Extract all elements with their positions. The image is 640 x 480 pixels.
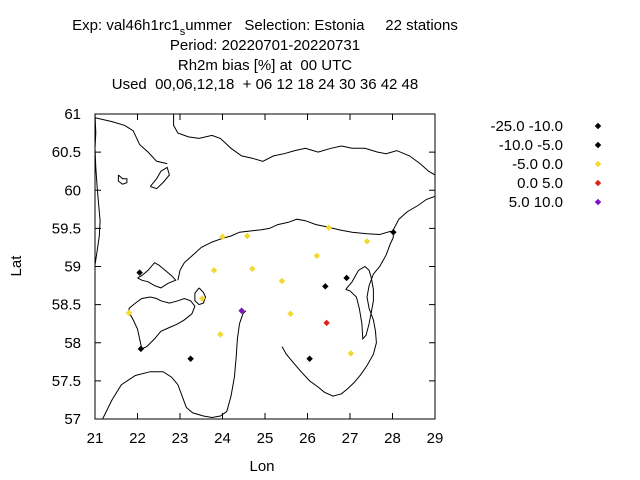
coastline-segment xyxy=(194,287,207,306)
station-point xyxy=(136,269,143,276)
coastline-layer xyxy=(95,114,435,419)
station-point xyxy=(187,355,194,362)
coastline-segment xyxy=(173,114,435,176)
y-tick-label: 61 xyxy=(64,106,81,123)
y-tick-label: 60 xyxy=(64,182,81,199)
station-point xyxy=(287,310,294,317)
x-tick-label: 28 xyxy=(384,430,401,447)
title-exp-subscript: s xyxy=(179,26,186,38)
y-tick-label: 57.5 xyxy=(52,373,81,390)
x-tick-label: 24 xyxy=(214,430,231,447)
station-point xyxy=(313,252,321,260)
legend-label: 0.0 5.0 xyxy=(517,175,563,192)
station-point xyxy=(238,307,245,314)
legend-label: 5.0 10.0 xyxy=(509,194,563,211)
coastline-segment xyxy=(95,114,101,266)
station-point xyxy=(198,295,206,302)
title-exp-suffix: ummer Selection: Estonia 22 stations xyxy=(185,17,458,34)
title-exp-prefix: Exp: val46h1rc1 xyxy=(72,17,180,34)
x-tick-label: 29 xyxy=(427,430,444,447)
coastline-segment xyxy=(345,265,374,341)
station-point xyxy=(322,283,329,290)
station-point xyxy=(343,274,350,282)
station-points xyxy=(125,224,397,362)
coastline-segment xyxy=(149,166,170,190)
y-tick-label: 60.5 xyxy=(52,144,81,161)
coastline-segment xyxy=(177,262,185,281)
chart-title-period: Period: 20220701-20220731 xyxy=(169,37,361,54)
legend-label: -25.0 -10.0 xyxy=(490,118,563,135)
coastline-segment xyxy=(392,195,435,232)
station-point xyxy=(210,267,218,274)
coastline-segment xyxy=(95,310,247,419)
legend-marker xyxy=(594,160,602,168)
y-axis-title: Lat xyxy=(8,255,25,277)
chart-title-parameter: Rh2m bias [%] at 00 UTC xyxy=(177,57,353,74)
y-tick-label: 58.5 xyxy=(52,297,81,314)
station-point xyxy=(217,331,224,338)
coastline-segment xyxy=(117,174,128,185)
station-point xyxy=(363,238,371,245)
y-tick-label: 59.5 xyxy=(52,220,81,237)
coastline-segment xyxy=(128,296,196,350)
station-point xyxy=(306,355,313,362)
chart-title-used: Used 00,06,12,18 + 06 12 18 24 30 36 42 … xyxy=(111,76,419,93)
station-point xyxy=(347,350,355,357)
station-point xyxy=(278,277,286,285)
station-point xyxy=(243,232,251,240)
station-point xyxy=(249,265,256,273)
y-tick-label: 59 xyxy=(64,259,81,276)
x-axis-title: Lon xyxy=(249,458,274,475)
station-point xyxy=(325,224,332,231)
x-tick-label: 26 xyxy=(299,430,316,447)
x-tick-label: 25 xyxy=(257,430,274,447)
x-tick-label: 23 xyxy=(172,430,189,447)
x-tick-label: 22 xyxy=(129,430,146,447)
axis-ticks: 21 22 23 24 25 26 27 28 29 57 57.5 58 58.5 59 59.5 60 60… xyxy=(52,106,444,447)
station-point xyxy=(323,319,330,327)
legend-marker xyxy=(594,179,602,187)
x-tick-label: 21 xyxy=(87,430,104,447)
legend-marker xyxy=(594,141,602,149)
legend-label: -5.0 0.0 xyxy=(512,156,563,173)
legend: -25.0 -10.0 -10.0 -5.0 -5.0 0.0 0.0 5.0 5.0 … xyxy=(490,118,602,211)
legend-marker xyxy=(594,198,602,206)
station-point xyxy=(390,228,397,236)
station-point xyxy=(137,345,145,353)
station-point xyxy=(219,233,226,240)
x-tick-label: 27 xyxy=(342,430,359,447)
chart-title-experiment: Exp: val46h1rc1summer Selection: Estonia… xyxy=(0,16,530,38)
y-tick-label: 57 xyxy=(64,411,81,428)
coastline-segment xyxy=(95,117,168,165)
station-point xyxy=(125,309,133,317)
y-tick-label: 58 xyxy=(64,335,81,352)
legend-label: -10.0 -5.0 xyxy=(499,137,563,154)
coastline-segment xyxy=(183,218,394,397)
legend-marker xyxy=(594,122,602,130)
coastline-segment xyxy=(137,262,177,289)
